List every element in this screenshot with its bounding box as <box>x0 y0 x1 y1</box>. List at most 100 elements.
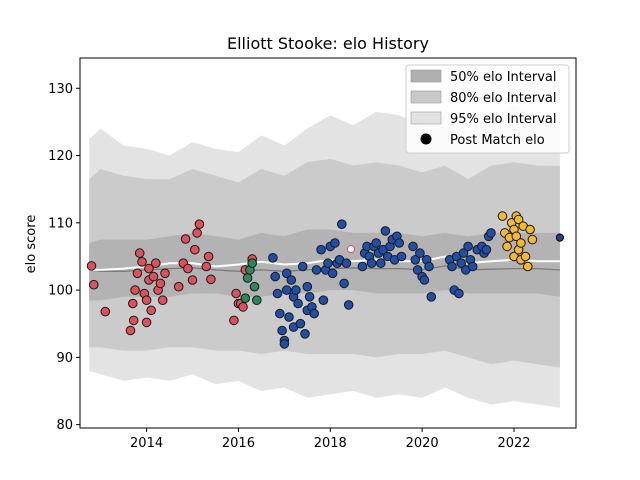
data-point <box>516 238 526 248</box>
data-point <box>467 261 478 272</box>
data-point <box>502 241 512 252</box>
data-point <box>295 318 306 329</box>
data-point <box>525 224 535 235</box>
data-point <box>371 238 382 248</box>
data-point <box>357 261 368 272</box>
plot-area <box>89 105 560 408</box>
data-point <box>100 306 111 317</box>
data-point <box>376 258 386 269</box>
y-axis-label: elo score <box>24 215 39 274</box>
legend-label: 80% elo Interval <box>450 91 557 106</box>
data-point <box>134 248 145 258</box>
plot-frame <box>79 57 577 429</box>
data-point <box>173 281 184 292</box>
data-point <box>284 312 294 322</box>
data-point <box>157 295 168 306</box>
y-tick-label: 120 <box>48 149 73 164</box>
x-tick-label: 2016 <box>222 436 255 451</box>
y-tick-label: 130 <box>48 82 73 97</box>
data-point <box>132 268 143 279</box>
data-point <box>240 293 251 304</box>
legend: 50% elo Interval 80% elo Interval 95% elo … <box>405 64 570 154</box>
data-point <box>339 278 349 289</box>
data-point <box>419 275 430 285</box>
y-tick-label: 90 <box>56 351 73 366</box>
data-point <box>337 219 347 229</box>
data-point <box>318 295 329 306</box>
data-point <box>183 263 193 274</box>
y-axis: 80 90 100 110 120 130 <box>48 82 80 433</box>
data-point <box>190 244 200 255</box>
data-point <box>180 234 191 244</box>
data-point <box>192 228 202 238</box>
data-point <box>511 231 522 242</box>
data-point <box>291 285 301 295</box>
data-point <box>270 271 281 282</box>
data-point <box>513 214 524 225</box>
data-point <box>155 278 166 289</box>
data-point <box>249 281 260 292</box>
y-tick-label: 100 <box>48 284 73 299</box>
data-point <box>304 292 315 302</box>
data-point <box>268 252 278 263</box>
data-point <box>272 288 283 299</box>
data-point <box>343 300 354 310</box>
data-point <box>148 271 159 282</box>
data-point <box>366 258 377 269</box>
data-point <box>125 325 136 336</box>
legend-box <box>405 64 570 154</box>
data-point <box>238 302 248 312</box>
data-point <box>187 275 198 285</box>
y-tick-label: 110 <box>48 216 73 231</box>
data-point <box>327 268 338 279</box>
legend-label: Post Match elo <box>450 133 545 148</box>
data-point <box>277 325 287 336</box>
data-point <box>206 274 216 285</box>
data-point <box>281 285 292 295</box>
data-point <box>275 308 285 319</box>
data-point <box>86 261 97 271</box>
data-point <box>497 211 508 221</box>
chart-title: Elliott Stooke: elo History <box>227 34 429 53</box>
data-point <box>281 268 292 279</box>
data-point <box>297 261 308 272</box>
data-point <box>137 257 147 267</box>
data-point <box>146 305 156 316</box>
data-point <box>396 251 407 262</box>
data-point <box>130 285 140 295</box>
data-point <box>300 329 310 339</box>
data-point <box>201 261 212 272</box>
data-point <box>424 261 434 272</box>
data-point <box>520 251 531 262</box>
data-point <box>302 281 313 292</box>
data-point <box>481 244 492 255</box>
data-point <box>380 226 391 236</box>
data-point <box>527 234 538 245</box>
data-point <box>279 339 290 349</box>
data-point <box>330 238 340 248</box>
data-point <box>463 241 473 252</box>
data-point <box>141 295 152 306</box>
data-point <box>247 258 257 269</box>
data-point <box>415 248 425 258</box>
legend-marker <box>420 133 432 145</box>
x-axis: 2014 2016 2018 2020 2022 <box>130 428 531 451</box>
data-point <box>286 275 297 285</box>
data-point <box>316 244 326 255</box>
data-point <box>454 288 464 299</box>
data-point <box>311 265 322 275</box>
data-point <box>410 254 421 265</box>
legend-label: 50% elo Interval <box>450 70 557 85</box>
data-point <box>293 298 303 309</box>
data-point <box>394 238 405 248</box>
data-point <box>458 248 469 258</box>
data-point <box>242 273 253 283</box>
legend-label: 95% elo Interval <box>450 112 557 127</box>
x-tick-label: 2014 <box>130 436 163 451</box>
data-point <box>323 258 333 269</box>
data-point <box>456 258 467 269</box>
data-point <box>341 258 352 269</box>
data-point <box>151 258 161 269</box>
y-tick-label: 80 <box>56 418 73 433</box>
data-point <box>203 251 214 262</box>
